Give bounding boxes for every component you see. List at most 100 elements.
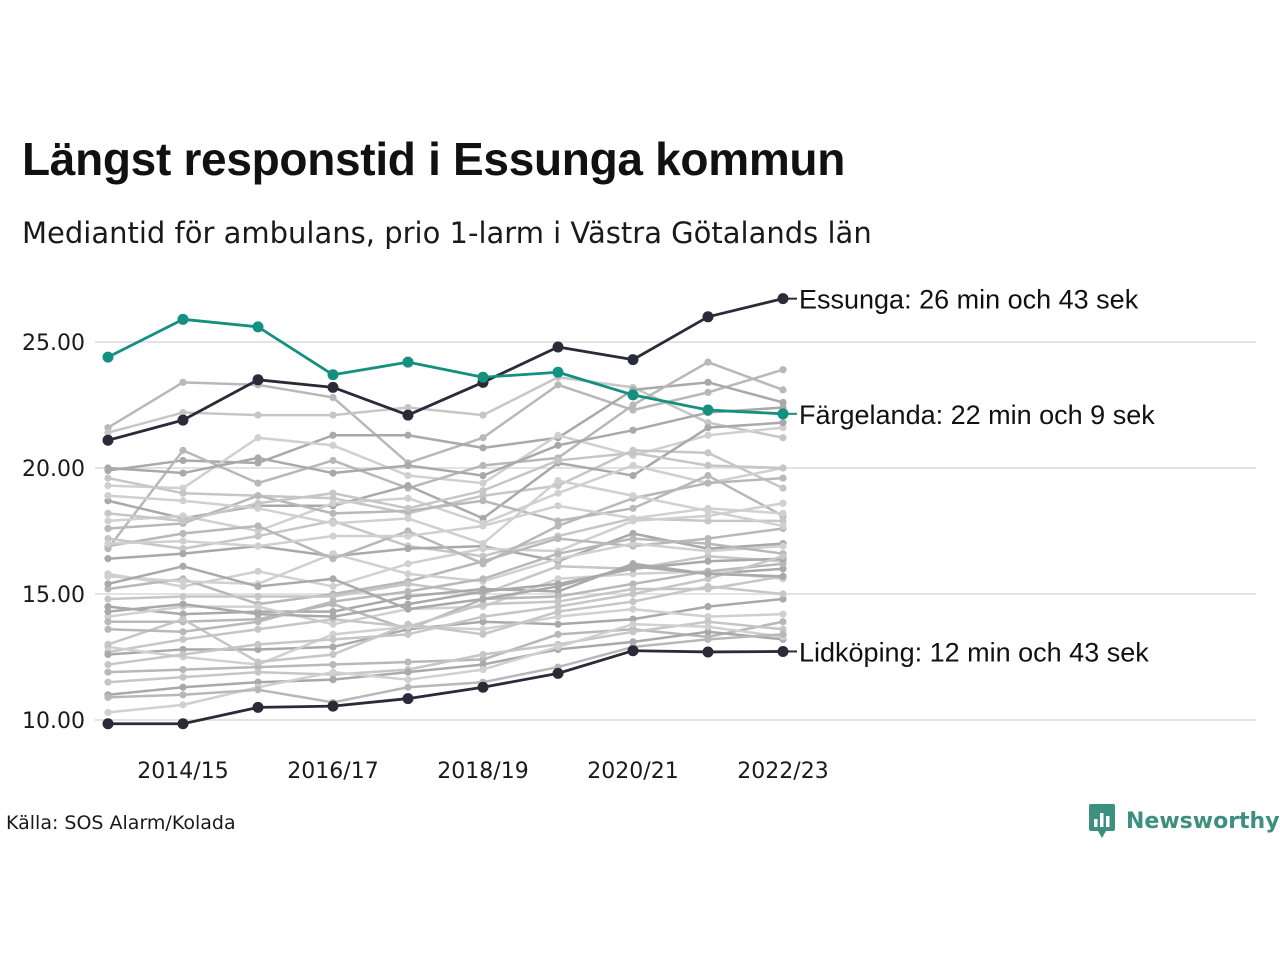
background-series-point: [404, 600, 412, 608]
background-series-point: [254, 603, 262, 611]
background-series-point: [479, 666, 487, 674]
background-series-point: [704, 582, 712, 591]
background-series-point: [479, 487, 487, 495]
background-series-point: [479, 625, 487, 633]
background-series-point: [554, 643, 562, 651]
background-series-point: [329, 597, 337, 606]
background-series-point: [479, 497, 487, 505]
background-series-point: [104, 464, 112, 472]
background-series-point: [329, 469, 337, 477]
series-f-rgelanda-point: [102, 351, 114, 363]
background-series-point: [404, 592, 412, 601]
background-series-point: [479, 461, 487, 470]
background-series-point: [629, 471, 637, 480]
background-series-point: [554, 534, 562, 543]
background-series-point: [704, 358, 712, 366]
background-series-point: [254, 479, 262, 487]
background-series-line: [107, 630, 784, 697]
series-essunga-point: [252, 374, 264, 386]
background-series-point: [779, 424, 787, 432]
background-series-point: [404, 630, 412, 638]
background-series-point: [479, 650, 487, 659]
background-series-point: [779, 590, 787, 598]
background-series-point: [404, 658, 412, 666]
background-series-point: [254, 678, 262, 686]
background-series-point: [179, 650, 187, 659]
background-series-point: [254, 592, 262, 601]
background-series-point: [479, 522, 487, 530]
background-series-point: [554, 489, 562, 497]
background-series-line: [107, 451, 784, 523]
background-series-point: [704, 419, 712, 427]
background-series-point: [104, 524, 112, 533]
series-lidk-ping-point: [702, 646, 714, 658]
background-series-point: [179, 408, 187, 417]
background-series-point: [554, 381, 562, 389]
background-series-point: [404, 560, 412, 568]
background-series-point: [554, 630, 562, 638]
background-series-point: [629, 605, 637, 613]
background-series-point: [404, 570, 412, 578]
background-series-point: [779, 398, 787, 407]
background-series-point: [479, 514, 487, 523]
background-series-point: [554, 522, 562, 530]
background-series-point: [254, 668, 262, 676]
background-series-point: [254, 618, 262, 626]
background-series-point: [554, 482, 562, 490]
background-series-point: [629, 529, 637, 538]
background-series-point: [479, 444, 487, 452]
background-series-point: [704, 471, 712, 480]
background-series-point: [179, 701, 187, 709]
background-series-point: [704, 517, 712, 525]
background-series-point: [779, 560, 787, 568]
background-series-point: [629, 620, 637, 628]
background-series-point: [779, 572, 787, 580]
series-essunga-point: [552, 341, 564, 353]
background-series-point: [404, 580, 412, 588]
background-series-line: [107, 542, 784, 586]
background-series-point: [554, 620, 562, 628]
background-series-point: [704, 507, 712, 515]
background-series-point: [104, 474, 112, 482]
background-series-point: [479, 587, 487, 596]
background-series-point: [479, 613, 487, 621]
background-series-point: [179, 378, 187, 386]
background-series-point: [254, 522, 262, 530]
background-series-point: [479, 655, 487, 664]
background-series-point: [479, 595, 487, 603]
background-series-point: [329, 494, 337, 502]
background-series-point: [779, 484, 787, 492]
x-tick-label: 2014/15: [137, 759, 228, 784]
background-series-line: [107, 368, 784, 465]
background-series-point: [404, 545, 412, 553]
background-series-line: [107, 502, 784, 588]
background-series-point: [704, 547, 712, 555]
background-series-line: [107, 479, 784, 545]
background-series-point: [779, 499, 787, 507]
background-series-point: [629, 504, 637, 512]
background-series-point: [629, 449, 637, 457]
background-series-point: [404, 668, 412, 676]
background-series-point: [779, 565, 787, 573]
background-series-point: [629, 492, 637, 500]
series-lidk-ping-line: [108, 649, 784, 726]
background-series-point: [329, 411, 337, 419]
background-series-point: [104, 509, 112, 517]
line-chart: Essunga: 26 min och 43 sek Färgelanda: 22…: [22, 285, 1256, 784]
background-series-point: [779, 618, 787, 626]
x-tick-label: 2016/17: [287, 759, 378, 784]
background-series-point: [104, 517, 112, 525]
background-series-line: [107, 585, 784, 664]
background-series-point: [254, 582, 262, 591]
series-f-rgelanda-label: Färgelanda: 22 min och 9 sek: [799, 400, 1155, 430]
background-series-point: [179, 562, 187, 570]
background-series-point: [179, 610, 187, 618]
background-series-point: [554, 592, 562, 601]
background-series-point: [479, 618, 487, 626]
background-series-point: [554, 477, 562, 485]
background-series-point: [104, 429, 112, 437]
background-series-point: [104, 678, 112, 686]
x-tick-label: 2018/19: [437, 759, 528, 784]
background-series-point: [554, 587, 562, 596]
series-essunga-point: [177, 414, 189, 426]
